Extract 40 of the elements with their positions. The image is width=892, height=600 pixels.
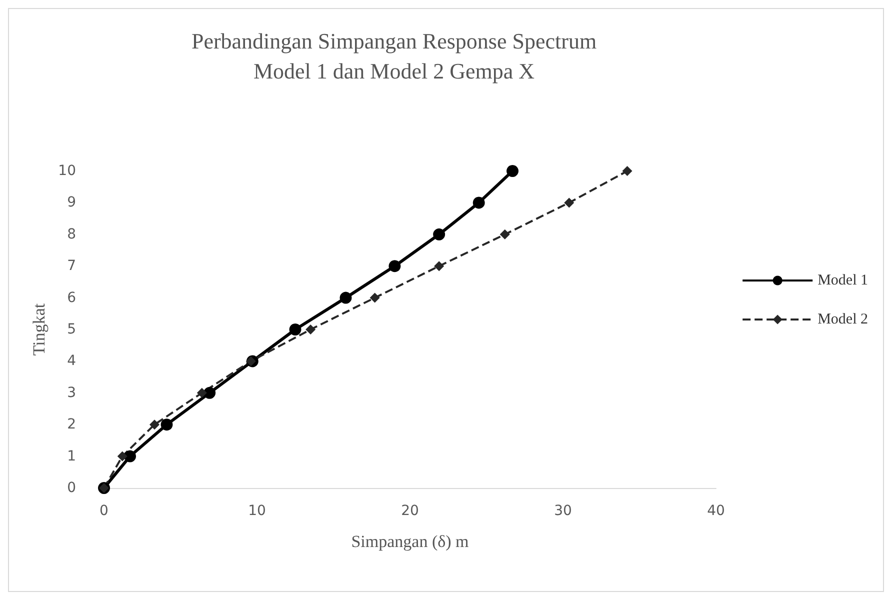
point: [622, 166, 632, 176]
y-tick-label: 6: [67, 290, 76, 306]
point: [196, 388, 207, 398]
point: [433, 228, 446, 240]
point: [289, 324, 302, 336]
point: [340, 292, 352, 304]
y-tick-label: 2: [67, 416, 76, 433]
point: [506, 165, 519, 177]
point: [204, 386, 216, 399]
point: [117, 451, 128, 462]
legend-label: Model 1: [818, 272, 868, 288]
y-axis-title: Tingkat: [29, 303, 48, 356]
point: [434, 261, 444, 272]
y-tick-label: 9: [67, 194, 76, 211]
x-tick-label: 10: [248, 503, 266, 519]
y-tick-label: 0: [67, 480, 76, 496]
point: [500, 229, 510, 240]
y-tick-label: 7: [67, 258, 76, 274]
chart-title: Perbandingan Simpangan Response Spectrum Model 1 dan Model 2 Gempa X: [191, 28, 597, 84]
y-tick-label: 10: [58, 163, 76, 179]
point: [564, 198, 574, 208]
x-tick-label: 40: [707, 503, 725, 519]
x-axis-title: Simpangan (δ) m: [351, 532, 469, 551]
y-tick-label: 4: [67, 353, 76, 370]
legend-label: Model 2: [818, 312, 868, 328]
point: [388, 260, 401, 272]
y-tick-label: 5: [67, 322, 76, 338]
x-tick-label: 30: [554, 503, 572, 519]
x-tick-label: 0: [100, 503, 108, 519]
point: [124, 450, 136, 462]
point: [149, 420, 160, 430]
point: [160, 418, 173, 431]
point: [370, 292, 380, 303]
y-tick-label: 1: [67, 448, 76, 464]
point: [306, 324, 316, 334]
y-tick-label: 3: [67, 384, 76, 401]
point: [472, 196, 485, 209]
x-tick-label: 20: [401, 503, 419, 519]
y-tick-label: 8: [67, 226, 76, 242]
point: [246, 356, 256, 366]
